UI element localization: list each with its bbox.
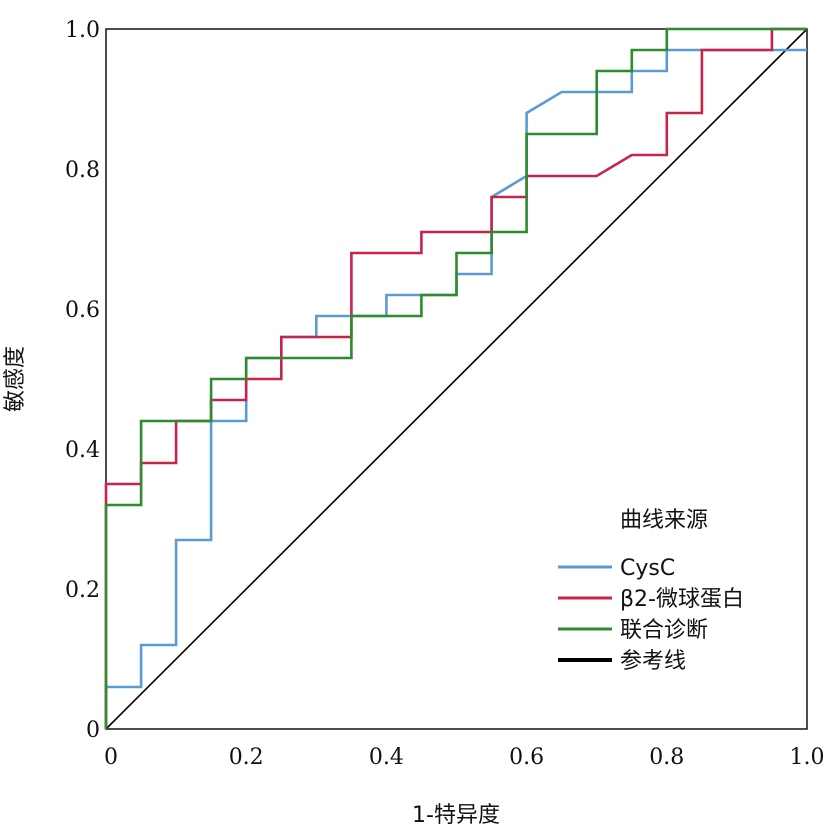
y-tick-label: 0.8 xyxy=(65,158,100,183)
series-line xyxy=(104,27,807,729)
y-tick-label: 0 xyxy=(86,718,100,743)
legend-label: β2-微球蛋白 xyxy=(620,587,744,612)
y-tick-label: 0.4 xyxy=(65,438,100,463)
x-tick-label: 0 xyxy=(104,745,118,770)
x-tick-label: 0.6 xyxy=(509,745,544,770)
legend-label: 参考线 xyxy=(620,649,686,674)
legend-title: 曲线来源 xyxy=(620,508,708,533)
ticks-layer: 0 0.2 0.4 0.6 0.8 1.0 0 0.2 0.4 0.6 0.8 1.0 xyxy=(65,18,825,770)
plot-frame xyxy=(105,28,808,730)
series-line xyxy=(104,27,807,729)
x-axis-label: 1-特异度 xyxy=(412,803,500,828)
y-axis-label: 敏感度 xyxy=(3,346,28,412)
x-tick-label: 1.0 xyxy=(790,745,825,770)
y-tick-label: 0.6 xyxy=(65,298,100,323)
y-tick-label: 1.0 xyxy=(65,18,100,43)
x-tick-label: 0.8 xyxy=(649,745,684,770)
legend-label: 联合诊断 xyxy=(620,618,708,643)
series-layer xyxy=(104,27,808,730)
reference-line xyxy=(105,28,808,730)
x-tick-label: 0.4 xyxy=(369,745,404,770)
x-tick-label: 0.2 xyxy=(229,745,264,770)
y-tick-label: 0.2 xyxy=(65,578,100,603)
legend-label: CysC xyxy=(620,556,675,581)
